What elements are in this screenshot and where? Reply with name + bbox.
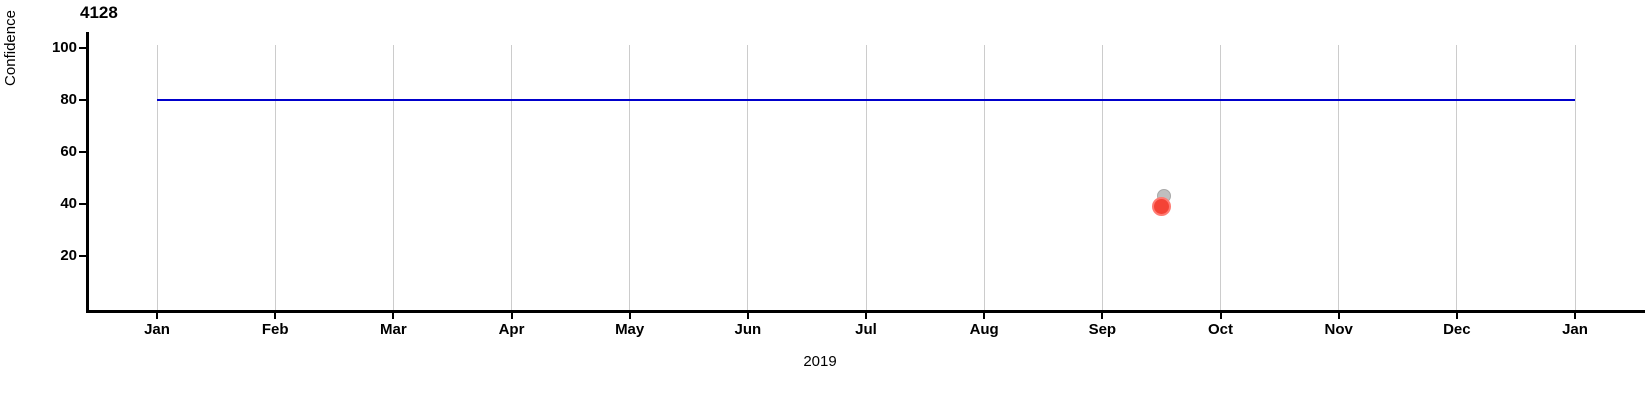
- gridline-jun-5: [747, 45, 749, 310]
- x-tick-label-mar-2: Mar: [379, 321, 407, 338]
- y-tick-60: [79, 151, 87, 153]
- chart-title: 4128: [80, 3, 118, 22]
- x-tick-label-jul-6: Jul: [855, 321, 877, 338]
- x-tick-4: [628, 311, 631, 319]
- gridline-jul-6: [865, 45, 867, 310]
- x-tick-2: [392, 311, 395, 319]
- y-tick-40: [79, 203, 87, 205]
- y-tick-80: [79, 99, 87, 101]
- x-tick-label-sep-8: Sep: [1088, 321, 1117, 338]
- y-tick-100: [79, 47, 87, 49]
- x-tick-12: [1574, 311, 1576, 319]
- gridline-nov-10: [1338, 45, 1340, 310]
- gridline-apr-3: [511, 45, 512, 310]
- x-tick-label-aug-7: Aug: [969, 321, 999, 338]
- confidence-threshold-line: [157, 99, 1575, 101]
- x-tick-label-jan-0: Jan: [144, 321, 170, 338]
- gridline-feb-1: [274, 45, 276, 310]
- y-tick-label-80: 80: [60, 91, 77, 108]
- y-axis-label: Confidence: [2, 10, 19, 86]
- x-tick-label-jan-12: Jan: [1562, 321, 1588, 338]
- x-tick-0: [156, 311, 158, 319]
- gridline-aug-7: [983, 45, 985, 310]
- gridline-sep-8: [1101, 45, 1103, 310]
- gridline-oct-9: [1220, 45, 1221, 310]
- x-tick-1: [274, 311, 277, 319]
- x-axis-label: 2019: [0, 353, 1650, 370]
- y-tick-label-40: 40: [60, 195, 77, 212]
- x-tick-11: [1455, 311, 1458, 319]
- x-tick-label-jun-5: Jun: [734, 321, 762, 338]
- x-tick-10: [1337, 311, 1340, 319]
- gridline-dec-11: [1456, 45, 1458, 310]
- gridline-mar-2: [392, 45, 394, 310]
- gridline-jan-0: [156, 45, 158, 310]
- x-tick-label-oct-9: Oct: [1207, 321, 1233, 338]
- x-tick-label-nov-10: Nov: [1324, 321, 1353, 338]
- x-tick-label-apr-3: Apr: [498, 321, 525, 338]
- x-tick-5: [746, 311, 749, 319]
- y-tick-label-20: 20: [60, 247, 77, 264]
- x-tick-label-feb-1: Feb: [261, 321, 289, 338]
- gridline-jan-12: [1574, 45, 1576, 310]
- gridline-may-4: [629, 45, 631, 310]
- y-axis-spine: [86, 32, 89, 313]
- data-point-red-marker[interactable]: [1151, 197, 1171, 217]
- y-tick-label-100: 100: [51, 39, 77, 56]
- x-tick-label-dec-11: Dec: [1443, 321, 1471, 338]
- x-tick-7: [983, 311, 986, 319]
- x-tick-9: [1219, 311, 1222, 319]
- x-tick-6: [865, 311, 867, 319]
- x-tick-3: [510, 311, 513, 319]
- y-tick-20: [79, 255, 87, 257]
- x-tick-label-may-4: May: [615, 321, 645, 338]
- x-tick-8: [1101, 311, 1104, 319]
- y-tick-label-60: 60: [60, 143, 77, 160]
- x-axis-label-text: 2019: [803, 353, 837, 370]
